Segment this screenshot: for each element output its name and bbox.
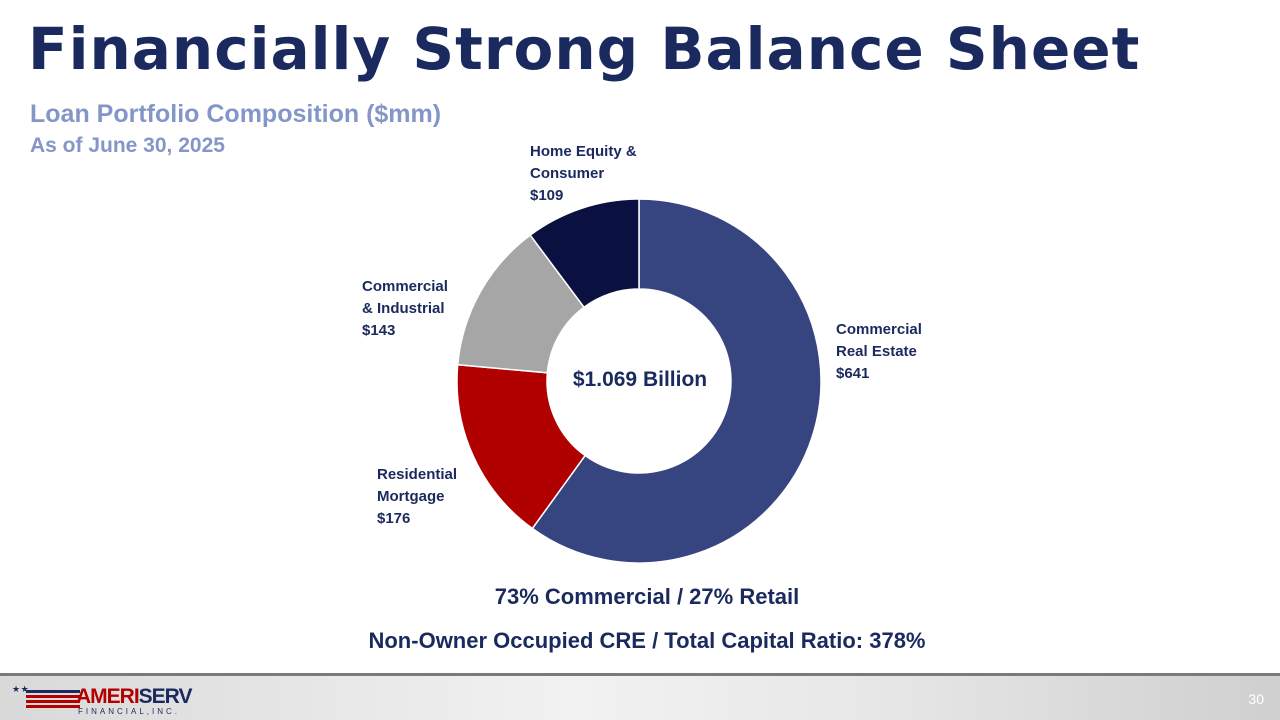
donut-center-total: $1.069 Billion <box>572 368 708 391</box>
slice-commercial-real-estate <box>531 198 822 564</box>
logo-wordmark: AMERISERV <box>76 685 192 708</box>
footer-bar: ★ ★ AMERISERV FINANCIAL,INC. 30 <box>0 673 1280 720</box>
logo-subtitle: FINANCIAL,INC. <box>78 707 181 716</box>
slice-home-equity-consumer <box>529 198 640 309</box>
chart-subtitle: Loan Portfolio Composition ($mm) <box>30 100 442 128</box>
label-commercial-industrial: Commercial & Industrial $143 <box>362 278 448 339</box>
ameriserv-logo: ★ ★ AMERISERV FINANCIAL,INC. <box>12 684 192 718</box>
star-icon: ★ ★ <box>12 684 29 694</box>
cre-capital-ratio: Non-Owner Occupied CRE / Total Capital R… <box>368 628 926 653</box>
flag-stripes-icon <box>26 690 80 712</box>
label-home-equity-consumer: Home Equity & Consumer $109 <box>530 143 637 204</box>
commercial-retail-mix: 73% Commercial / 27% Retail <box>494 584 800 609</box>
label-commercial-real-estate: Commercial Real Estate $641 <box>836 321 922 382</box>
as-of-date: As of June 30, 2025 <box>30 134 225 157</box>
slice-residential-mortgage <box>456 363 587 530</box>
slide-title: Financially Strong Balance Sheet <box>28 15 1141 83</box>
page-number: 30 <box>1248 691 1264 707</box>
label-residential-mortgage: Residential Mortgage $176 <box>377 466 458 527</box>
